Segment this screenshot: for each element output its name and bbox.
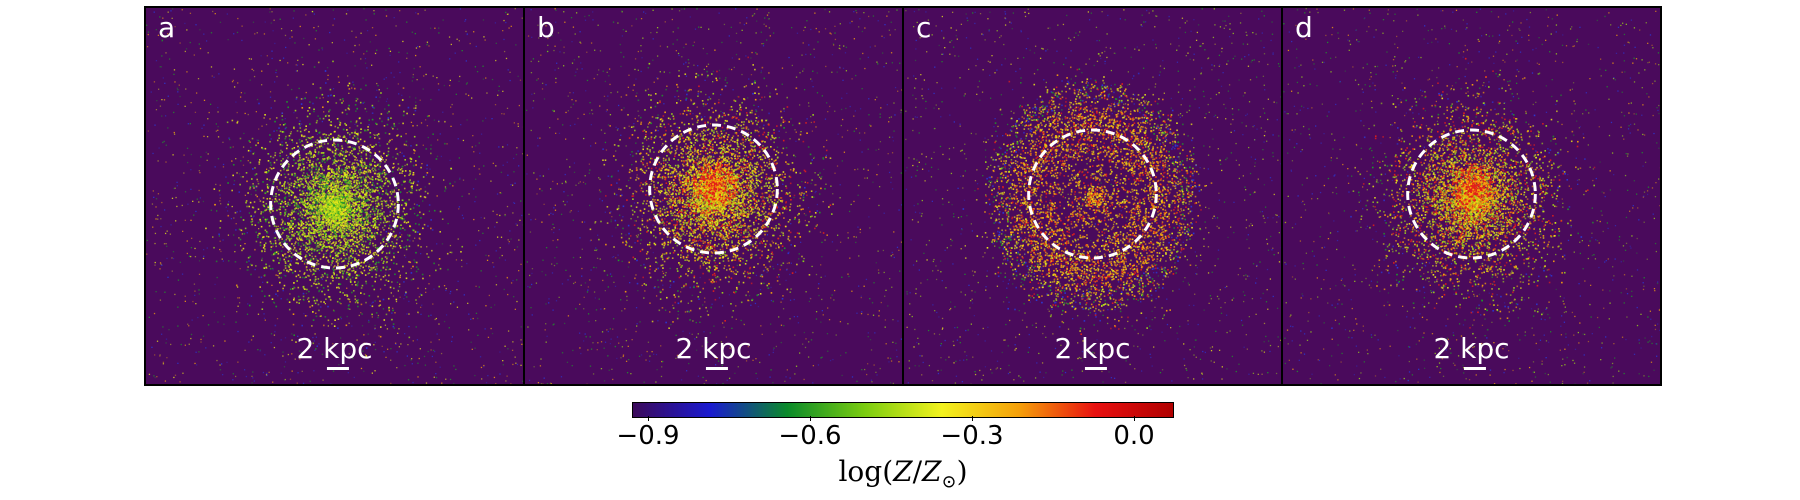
panel-c: c 2 kpc [902,8,1281,384]
panel-label: a [158,14,175,42]
scale-bar: 2 kpc [1054,335,1131,370]
scale-bar-line [1463,367,1486,370]
metallicity-map [146,8,523,384]
panel-d: d 2 kpc [1281,8,1660,384]
panel-label: d [1295,14,1313,42]
scale-bar-line [1084,367,1107,370]
colorbar-tickmark [972,416,973,421]
scale-bar-line [326,367,349,370]
colorbar-tick-label: 0.0 [1113,423,1154,449]
scale-bar-label: 2 kpc [1433,335,1509,363]
scale-bar: 2 kpc [1433,335,1510,370]
colorbar-tickmark [648,416,649,421]
scale-bar-label: 2 kpc [1054,335,1130,363]
dashed-ring [1406,128,1537,260]
dashed-ring [1027,128,1158,260]
metallicity-map [525,8,902,384]
dashed-ring [648,123,779,255]
colorbar-tickmark [810,416,811,421]
scale-bar: 2 kpc [296,335,373,370]
scale-bar-label: 2 kpc [675,335,751,363]
colorbar-label: log(Z/Z⊙) [838,458,967,492]
metallicity-map [1283,8,1660,384]
scale-bar-label: 2 kpc [296,335,372,363]
colorbar-tick-label: −0.3 [940,423,1003,449]
colorbar-tick-label: −0.6 [778,423,841,449]
colorbar-tickmark [1134,416,1135,421]
panel-label: c [916,14,931,42]
scale-bar: 2 kpc [675,335,752,370]
colorbar-tick-label: −0.9 [616,423,679,449]
colorbar [632,402,1174,418]
dashed-ring [269,138,400,270]
panel-label: b [537,14,555,42]
panel-a: a 2 kpc [146,8,523,384]
scale-bar-line [705,367,728,370]
panel-row: a 2 kpc b 2 kpc c 2 kpc d [144,6,1662,386]
metallicity-map [905,8,1281,384]
panel-b: b 2 kpc [523,8,902,384]
